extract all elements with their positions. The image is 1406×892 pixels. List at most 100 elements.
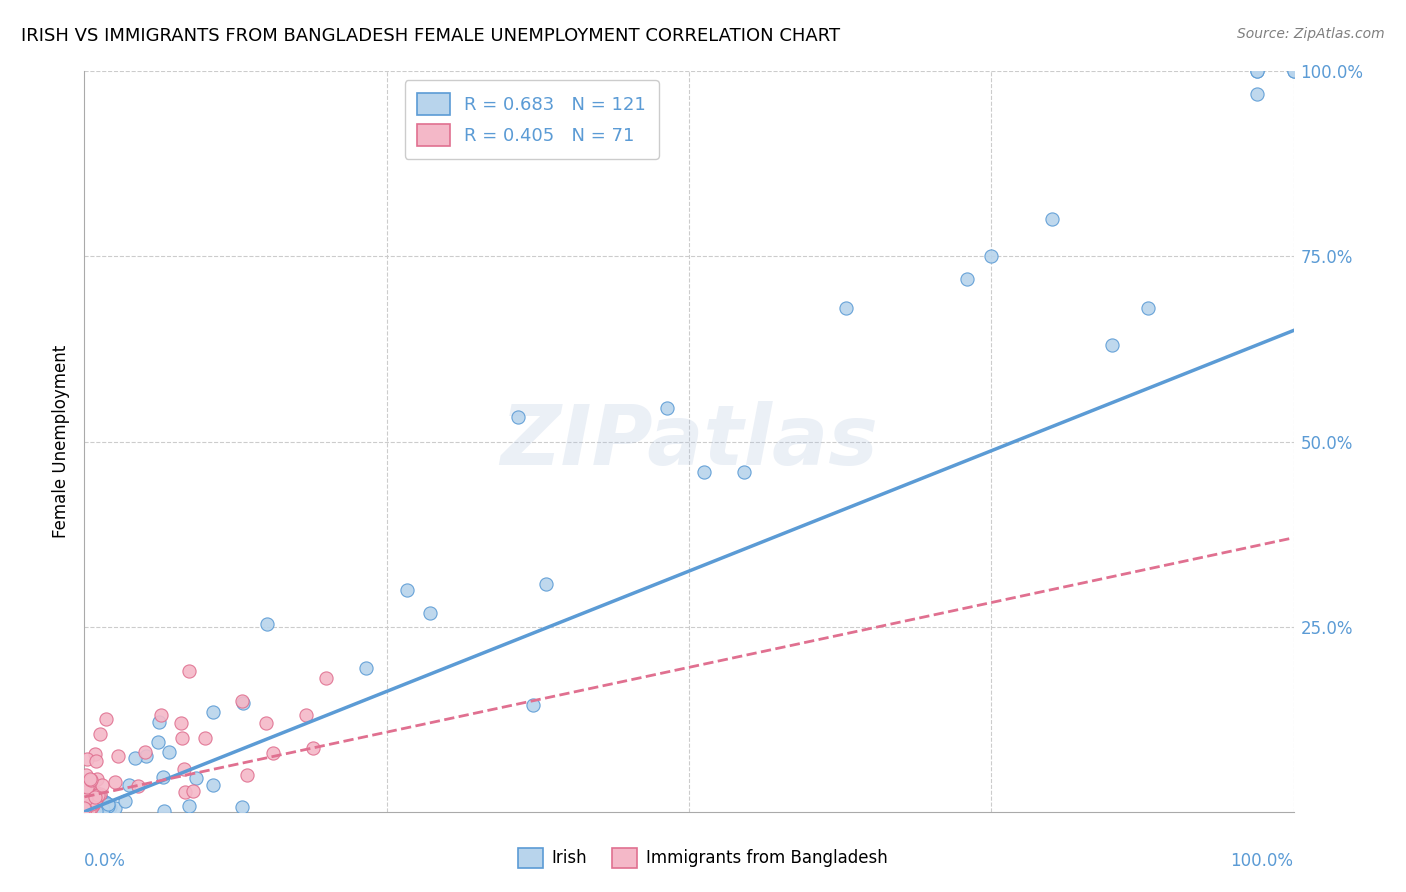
Point (80, 802, 103, 816)
Point (173, 785, 195, 799)
Point (79, 776, 101, 790)
Point (124, 751, 146, 765)
Point (1282, 64, 1305, 78)
Point (77, 803, 100, 817)
Point (79, 805, 101, 819)
Point (77, 799, 100, 814)
Point (76, 801, 98, 815)
Point (79, 800, 101, 814)
Point (73, 804, 96, 818)
Point (89, 797, 111, 811)
Point (173, 763, 195, 777)
Point (79, 800, 101, 814)
Point (76, 796, 98, 810)
Point (77, 792, 100, 806)
Point (75, 804, 97, 818)
Point (231, 800, 253, 814)
Legend: R = 0.683   N = 121, R = 0.405   N = 71: R = 0.683 N = 121, R = 0.405 N = 71 (405, 80, 659, 159)
Point (84, 804, 107, 818)
Point (76, 804, 98, 818)
Point (79, 803, 101, 817)
Point (87, 804, 110, 818)
Point (956, 271, 979, 285)
Point (77, 803, 100, 817)
Point (94, 795, 117, 809)
Point (77, 800, 100, 814)
Point (76, 799, 98, 814)
Point (75, 795, 97, 809)
Point (733, 465, 755, 479)
Point (80, 792, 103, 806)
Text: IRISH VS IMMIGRANTS FROM BANGLADESH FEMALE UNEMPLOYMENT CORRELATION CHART: IRISH VS IMMIGRANTS FROM BANGLADESH FEMA… (21, 27, 841, 45)
Point (86, 804, 108, 818)
Point (80, 773, 103, 788)
Point (170, 731, 193, 745)
Point (83, 805, 105, 819)
Point (396, 582, 419, 597)
Point (76, 780, 98, 795)
Point (75, 795, 97, 809)
Point (75, 797, 97, 811)
Point (73, 782, 96, 797)
Point (79, 800, 101, 814)
Point (80, 802, 103, 816)
Point (97, 797, 120, 812)
Point (76, 752, 98, 766)
Point (82, 797, 104, 812)
Point (153, 804, 176, 818)
Text: 100.0%: 100.0% (1230, 853, 1294, 871)
Point (82, 802, 104, 816)
Point (80, 795, 103, 809)
Point (301, 740, 323, 755)
Point (79, 799, 101, 814)
Point (76, 804, 98, 818)
Text: 0.0%: 0.0% (84, 853, 127, 871)
Point (73, 801, 96, 815)
Point (77, 803, 100, 817)
Point (82, 804, 104, 818)
Point (89, 787, 111, 801)
Point (235, 768, 257, 782)
Point (87, 803, 110, 817)
Point (76, 799, 98, 814)
Point (82, 802, 104, 816)
Point (77, 803, 100, 817)
Point (177, 664, 200, 678)
Text: Source: ZipAtlas.com: Source: ZipAtlas.com (1237, 27, 1385, 41)
Point (79, 803, 101, 817)
Point (254, 715, 277, 730)
Point (534, 576, 557, 591)
Point (79, 805, 101, 819)
Point (75, 802, 97, 816)
Point (419, 606, 441, 620)
Point (90, 804, 112, 818)
Point (90, 801, 112, 815)
Point (980, 250, 1002, 264)
Point (82, 801, 104, 815)
Point (127, 779, 149, 793)
Point (84, 755, 107, 769)
Point (77, 798, 100, 813)
Point (1101, 338, 1123, 352)
Point (75, 768, 97, 782)
Point (76, 801, 98, 815)
Point (135, 748, 157, 763)
Point (152, 770, 174, 784)
Point (83, 803, 105, 817)
Point (79, 772, 101, 786)
Point (80, 786, 103, 800)
Point (89, 727, 111, 741)
Point (1282, 64, 1305, 78)
Point (148, 714, 170, 729)
Point (1246, 87, 1268, 101)
Point (80, 804, 103, 818)
Point (86, 801, 108, 815)
Point (84, 792, 107, 806)
Point (692, 465, 714, 479)
Point (87, 802, 110, 816)
Point (157, 745, 180, 759)
Point (104, 801, 127, 815)
Text: ZIPatlas: ZIPatlas (501, 401, 877, 482)
Point (79, 787, 101, 801)
Point (82, 805, 104, 819)
